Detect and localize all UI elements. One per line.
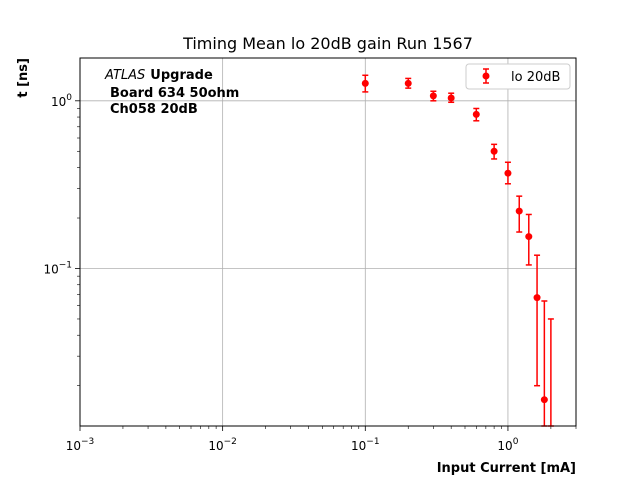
x-tick-label-base: 10 [208, 439, 223, 453]
plot-frame [79, 57, 577, 427]
x-tick-label: 10−3 [66, 437, 95, 453]
data-point [490, 147, 498, 155]
y-tick-label-exponent: −1 [59, 260, 72, 270]
legend-marker [482, 72, 490, 80]
data-point [361, 79, 369, 87]
x-tick-label-exponent: 0 [513, 437, 519, 447]
x-tick-label-base: 10 [66, 439, 81, 453]
x-tick-label-base: 10 [351, 439, 366, 453]
data-point [472, 110, 480, 118]
annotation-line-2: Board 634 50ohm [110, 86, 239, 101]
y-tick-label-base: 10 [43, 262, 58, 276]
data-point [504, 169, 512, 177]
y-tick-label: 100 [51, 93, 72, 109]
x-tick-label-exponent: −1 [366, 437, 379, 447]
data-point [515, 207, 523, 215]
x-tick-label-exponent: −2 [224, 437, 237, 447]
chart-title: Timing Mean lo 20dB gain Run 1567 [182, 34, 473, 53]
x-tick-label: 10−1 [351, 437, 380, 453]
x-axis-label: Input Current [mA] [437, 461, 576, 476]
x-tick-label: 100 [497, 437, 518, 453]
data-point [525, 233, 533, 241]
data-point [404, 79, 412, 87]
atlas-annotation: ATLAS Upgrade Board 634 50ohm Ch058 20dB [104, 68, 239, 117]
y-tick-label: 10−1 [43, 260, 72, 276]
x-axis-ticks: 10−3 10−2 10−1 100 [66, 426, 519, 453]
legend: lo 20dB [465, 63, 571, 90]
y-tick-label-base: 10 [51, 95, 66, 109]
series-lo-20db [361, 74, 554, 427]
data-point [533, 294, 541, 302]
data-point [447, 94, 455, 102]
legend-label: lo 20dB [511, 70, 560, 85]
annotation-atlas: ATLAS [104, 68, 145, 83]
data-point [429, 92, 437, 100]
data-point [540, 396, 548, 404]
y-axis-label: t [ns] [16, 58, 31, 98]
x-tick-label: 10−2 [208, 437, 237, 453]
x-tick-label-base: 10 [497, 439, 512, 453]
annotation-line-3: Ch058 20dB [110, 102, 198, 117]
annotation-upgrade: Upgrade [150, 68, 213, 83]
y-tick-label-exponent: 0 [66, 93, 72, 103]
annotation-line-1: ATLAS Upgrade [104, 68, 213, 83]
legend-box [465, 63, 571, 90]
x-tick-label-exponent: −3 [81, 437, 94, 447]
